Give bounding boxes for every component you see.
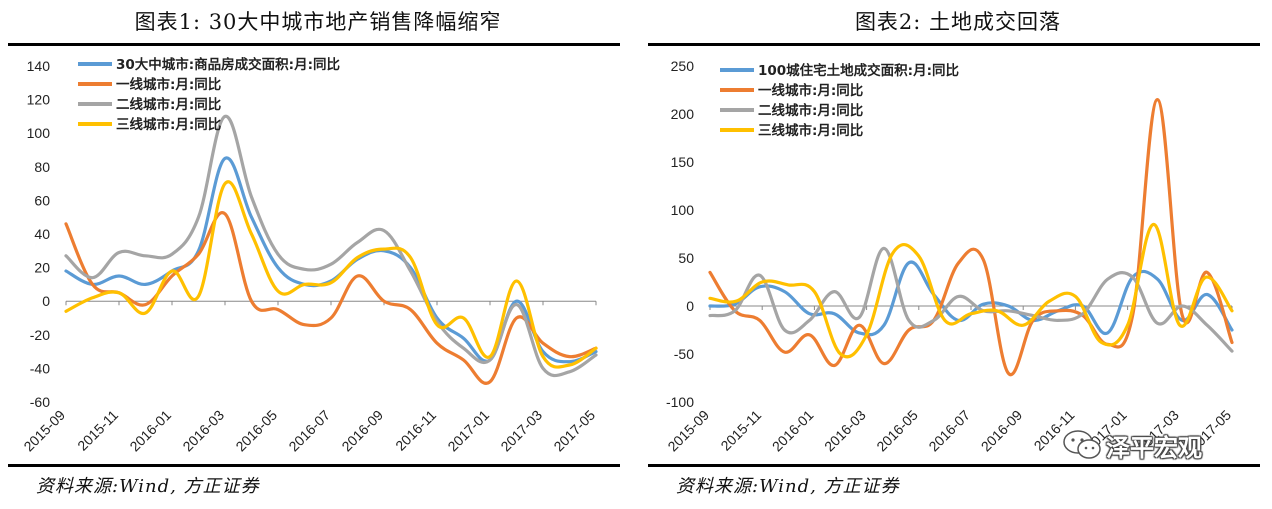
y-tick-label: 150 — [671, 154, 695, 170]
watermark: 泽平宏观 — [1062, 428, 1252, 464]
y-tick-label: 60 — [34, 192, 50, 208]
legend-label: 三线城市:月:同比 — [758, 122, 863, 139]
top-rule — [648, 43, 1260, 46]
x-tick-label: 2017-05 — [550, 407, 598, 455]
x-tick-label: 2016-03 — [179, 407, 227, 455]
y-tick-label: -100 — [666, 394, 694, 410]
chart-panel-1: 图表1: 30大中城市地产销售降幅缩窄 -60 -40 -20 0 20 40 60 80 10… — [8, 0, 628, 509]
chart-panel-2: 图表2: 土地成交回落 -100 -50 0 50 100 150 200 250 2015-0… — [648, 0, 1268, 509]
y-tick-label: 40 — [34, 226, 50, 242]
y-tick-label: 140 — [27, 58, 51, 74]
x-tick-label: 2016-07 — [925, 407, 973, 455]
y-tick-label: 0 — [686, 298, 694, 314]
x-tick-label: 2016-05 — [232, 407, 280, 455]
bottom-rule — [8, 464, 620, 467]
x-tick-label: 2017-01 — [444, 407, 492, 455]
legend-label: 100城住宅土地成交面积:月:同比 — [758, 62, 959, 79]
x-tick-label: 2015-09 — [20, 407, 68, 455]
legend-label: 二线城市:月:同比 — [116, 96, 221, 113]
chart-title: 图表2: 土地成交回落 — [854, 10, 1062, 34]
series-line-0 — [708, 260, 1234, 337]
wechat-icon — [1063, 430, 1101, 459]
x-tick-label: 2016-01 — [126, 407, 174, 455]
x-tick-label: 2016-03 — [821, 407, 869, 455]
source-note: 资料来源:Wind, 方正证券 — [676, 476, 900, 497]
series-line-3 — [708, 222, 1234, 359]
series-line-2 — [708, 246, 1234, 353]
x-tick-label: 2016-11 — [392, 407, 439, 454]
y-tick-label: 120 — [27, 92, 51, 108]
legend-label: 一线城市:月:同比 — [116, 76, 221, 93]
source-note: 资料来源:Wind, 方正证券 — [36, 476, 260, 497]
watermark-text: 泽平宏观 — [1106, 434, 1202, 462]
legend-label: 二线城市:月:同比 — [758, 102, 863, 119]
series-line-3 — [64, 180, 598, 369]
x-tick-label: 2015-11 — [717, 407, 764, 454]
y-tick-label: -50 — [674, 346, 694, 362]
bottom-rule — [648, 464, 1260, 467]
y-tick-label: 200 — [671, 106, 695, 122]
legend-label: 30大中城市:商品房成交面积:月:同比 — [116, 56, 340, 73]
y-tick-label: 100 — [671, 202, 695, 218]
x-tick-label: 2016-01 — [769, 407, 817, 455]
x-tick-label: 2016-07 — [285, 407, 333, 455]
legend-label: 一线城市:月:同比 — [758, 82, 863, 99]
top-rule — [8, 43, 620, 46]
series-line-2 — [64, 114, 598, 378]
series-line-1 — [64, 211, 598, 385]
y-tick-label: -40 — [30, 360, 50, 376]
line-chart-sales: -60 -40 -20 0 20 40 60 80 100 120 140 2015-09 2015-1… — [20, 56, 598, 455]
y-tick-label: 0 — [42, 293, 50, 309]
y-tick-label: 250 — [671, 58, 695, 74]
x-tick-label: 2016-09 — [978, 407, 1026, 455]
x-tick-label: 2015-09 — [664, 407, 712, 455]
y-tick-label: 100 — [27, 125, 51, 141]
y-tick-label: -20 — [30, 327, 50, 343]
chart-title: 图表1: 30大中城市地产销售降幅缩窄 — [134, 10, 502, 34]
y-tick-label: 50 — [678, 250, 694, 266]
x-tick-label: 2015-11 — [74, 407, 121, 454]
x-tick-label: 2016-05 — [873, 407, 921, 455]
y-tick-label: 80 — [34, 159, 50, 175]
x-tick-label: 2017-03 — [497, 407, 545, 455]
x-tick-label: 2016-09 — [338, 407, 386, 455]
y-tick-label: -60 — [30, 394, 50, 410]
series-line-0 — [64, 156, 598, 364]
legend-label: 三线城市:月:同比 — [116, 116, 221, 133]
series-line-1 — [708, 98, 1234, 377]
y-tick-label: 20 — [34, 260, 50, 276]
